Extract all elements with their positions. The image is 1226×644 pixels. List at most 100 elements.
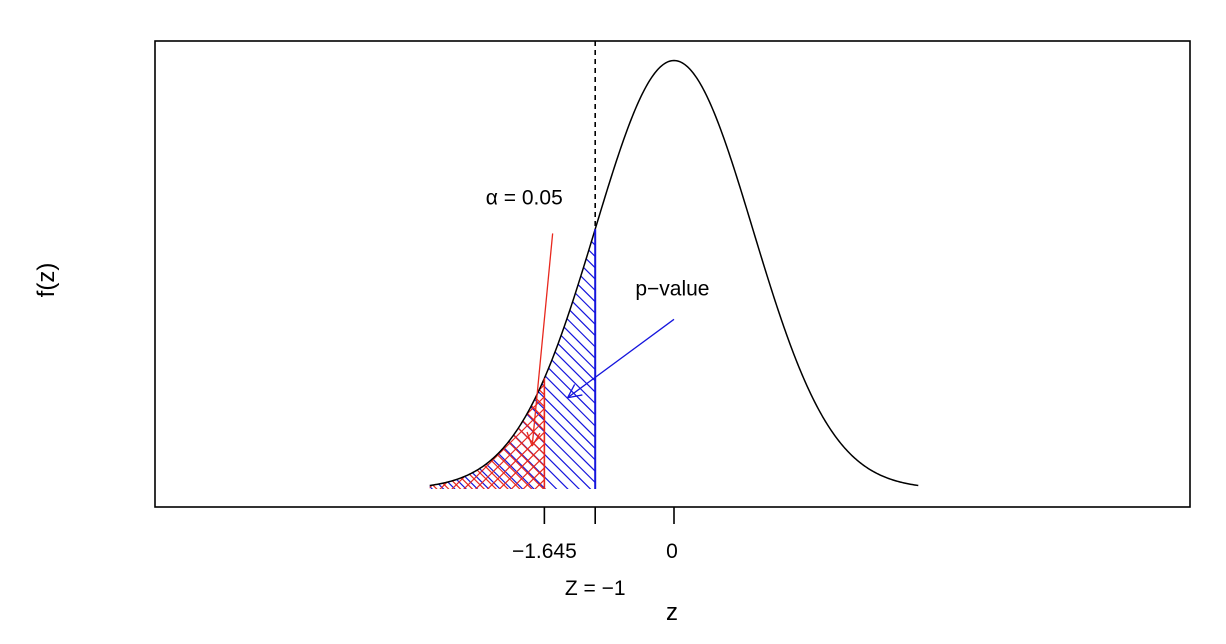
alpha-hatch-line xyxy=(223,180,623,580)
pvalue-hatch-line xyxy=(101,180,501,580)
pvalue-annotation: p−value xyxy=(635,278,709,301)
alpha-hatch-line xyxy=(480,180,880,580)
pvalue-hatch-line xyxy=(643,180,1043,580)
alpha-hatch-line xyxy=(0,180,322,580)
alpha-hatch-line xyxy=(0,180,168,580)
alpha-hatch-line xyxy=(0,180,37,580)
pvalue-hatch-line xyxy=(0,180,150,580)
alpha-hatch-line xyxy=(80,180,480,580)
pvalue-hatch-line xyxy=(123,180,523,580)
pvalue-hatch-line xyxy=(0,180,116,580)
alpha-hatch-line xyxy=(0,180,338,580)
alpha-hatch-line xyxy=(0,180,263,580)
alpha-hatch-line xyxy=(780,180,1180,580)
alpha-hatch-line xyxy=(0,180,192,580)
pvalue-hatch-line xyxy=(0,180,105,580)
alpha-hatch-line xyxy=(717,180,1117,580)
alpha-hatch-line xyxy=(685,180,1085,580)
alpha-hatch-line xyxy=(626,180,1026,580)
alpha-hatch-line xyxy=(579,180,979,580)
pvalue-hatch-line xyxy=(259,180,659,580)
alpha-hatch-line xyxy=(757,180,1157,580)
alpha-hatch-line xyxy=(0,180,112,580)
alpha-hatch-line xyxy=(266,180,666,580)
pvalue-hatch-line xyxy=(361,180,761,580)
alpha-hatch-line xyxy=(674,180,1074,580)
pvalue-hatch-line xyxy=(0,180,354,580)
alpha-hatch-line xyxy=(76,180,476,580)
alpha-hatch-line xyxy=(231,180,631,580)
pvalue-hatch-line xyxy=(587,180,987,580)
pvalue-hatch-line xyxy=(372,180,772,580)
alpha-hatch-line xyxy=(278,180,678,580)
alpha-hatch-line xyxy=(503,180,903,580)
alpha-hatch-line xyxy=(116,180,516,580)
pvalue-hatch-line xyxy=(327,180,727,580)
alpha-hatch-line xyxy=(733,180,1133,580)
alpha-hatch-line xyxy=(527,180,927,580)
pvalue-hatch-line xyxy=(700,180,1100,580)
density-curve xyxy=(430,61,919,486)
alpha-hatch-line xyxy=(163,180,563,580)
alpha-hatch-line xyxy=(0,180,334,580)
pvalue-hatch-line xyxy=(78,180,478,580)
alpha-hatch-line xyxy=(33,180,433,580)
alpha-hatch-line xyxy=(436,180,836,580)
pvalue-hatch-line xyxy=(564,180,964,580)
alpha-hatch-line xyxy=(385,180,785,580)
alpha-hatch-line xyxy=(0,180,215,580)
pvalue-hatch-line xyxy=(0,180,71,580)
alpha-hatch-line xyxy=(0,180,350,580)
alpha-hatch-line xyxy=(0,180,227,580)
alpha-hatch-line xyxy=(187,180,587,580)
alpha-hatch-line xyxy=(697,180,1097,580)
pvalue-hatch-line xyxy=(304,180,704,580)
pvalue-hatch-line xyxy=(767,180,1167,580)
alpha-hatch-line xyxy=(0,180,243,580)
alpha-hatch-line xyxy=(21,180,421,580)
pvalue-hatch-line xyxy=(293,180,693,580)
alpha-hatch-line xyxy=(0,180,370,580)
alpha-hatch-line xyxy=(112,180,512,580)
alpha-hatch-line xyxy=(211,180,611,580)
alpha-hatch-line xyxy=(0,180,255,580)
alpha-hatch-line xyxy=(638,180,1038,580)
pvalue-hatch-line xyxy=(248,180,648,580)
alpha-hatch-line xyxy=(0,180,207,580)
pvalue-hatch-line xyxy=(0,180,49,580)
alpha-hatch-line xyxy=(0,180,196,580)
alpha-hatch-line xyxy=(389,180,789,580)
alpha-hatch-line xyxy=(753,180,1153,580)
pvalue-hatch-line xyxy=(519,180,919,580)
pvalue-hatch-line xyxy=(315,180,715,580)
alpha-hatch-line xyxy=(0,180,108,580)
alpha-hatch-line xyxy=(0,180,41,580)
alpha-hatch-line xyxy=(705,180,1105,580)
alpha-hatch-line xyxy=(9,180,409,580)
alpha-hatch-line xyxy=(401,180,801,580)
alpha-hatch-line xyxy=(792,180,1192,580)
alpha-hatch-line xyxy=(68,180,468,580)
pvalue-hatch-line xyxy=(0,180,342,580)
alpha-hatch-line xyxy=(0,180,393,580)
pvalue-hatch-line xyxy=(0,180,26,580)
alpha-hatch-line xyxy=(147,180,547,580)
alpha-hatch-line xyxy=(472,180,872,580)
alpha-hatch-line xyxy=(0,180,124,580)
alpha-hatch-line xyxy=(17,180,417,580)
pvalue-hatch-line xyxy=(677,180,1077,580)
alpha-hatch-line xyxy=(413,180,813,580)
alpha-hatch-line xyxy=(0,180,203,580)
alpha-hatch-line xyxy=(306,180,706,580)
pvalue-hatch-line xyxy=(541,180,941,580)
alpha-hatch-line xyxy=(397,180,797,580)
alpha-hatch-line xyxy=(432,180,832,580)
pvalue-hatch-line xyxy=(0,180,94,580)
alpha-hatch-line xyxy=(622,180,1022,580)
alpha-hatch-line xyxy=(294,180,694,580)
alpha-hatch-line xyxy=(670,180,1070,580)
pvalue-hatch-line xyxy=(0,180,218,580)
alpha-hatch-line xyxy=(0,180,239,580)
alpha-hatch-line xyxy=(0,180,148,580)
pvalue-hatch-line xyxy=(0,180,162,580)
